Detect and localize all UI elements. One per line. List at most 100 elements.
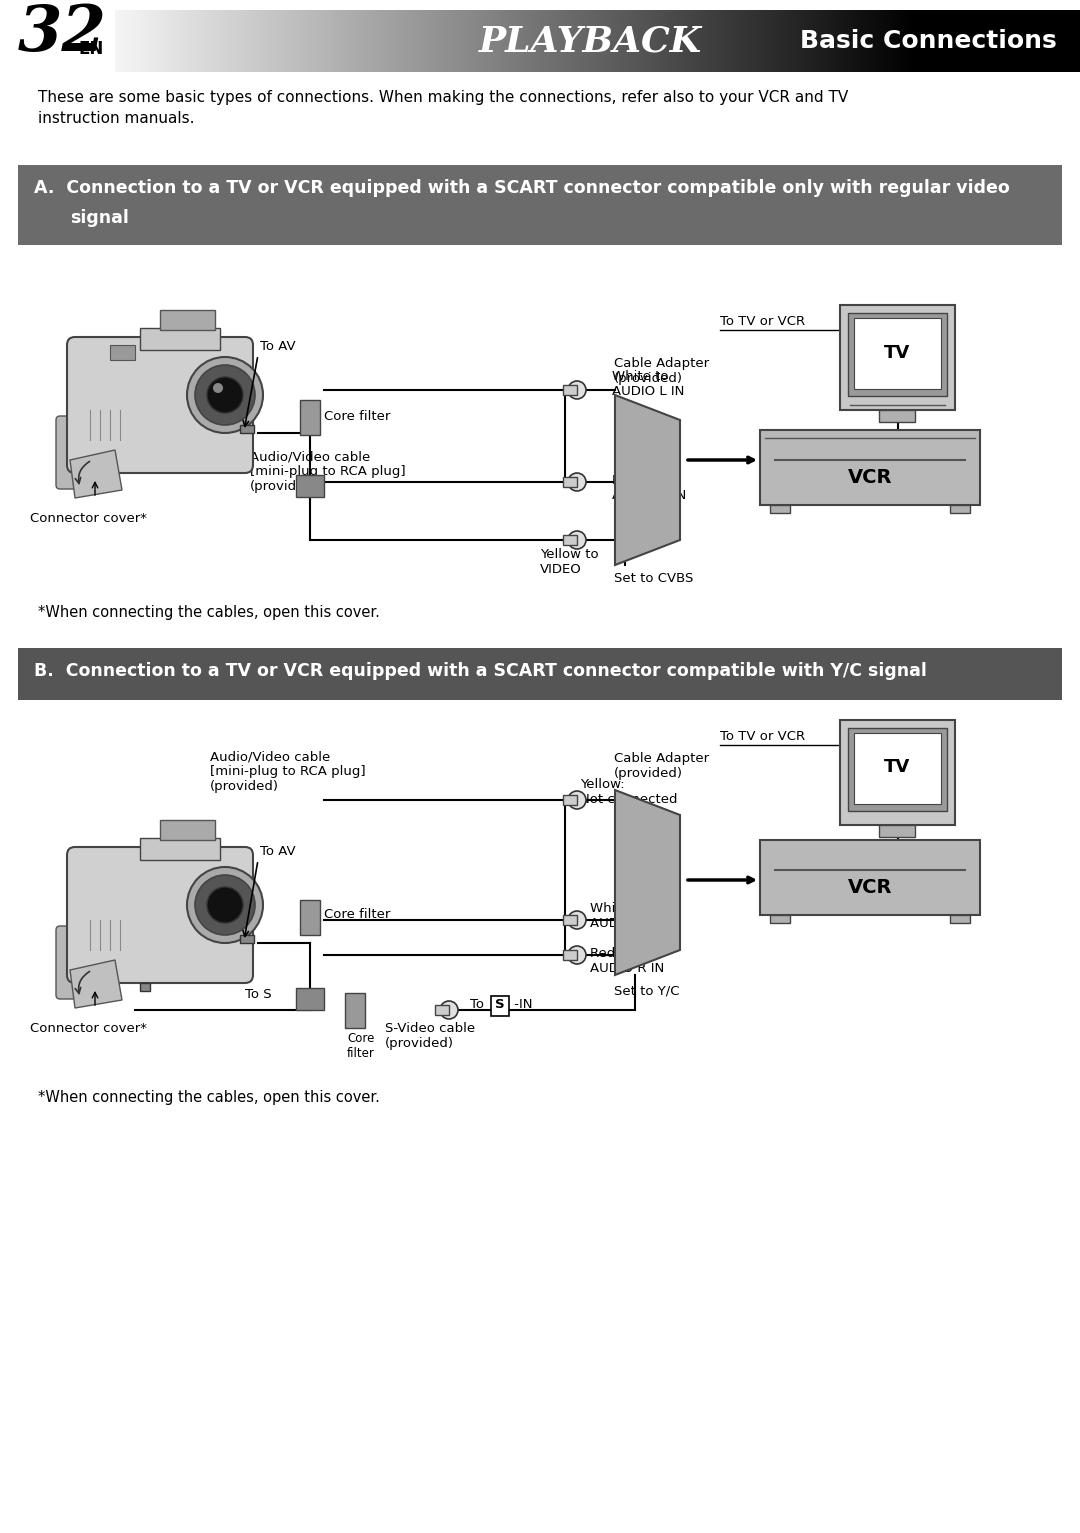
Bar (267, 11, 270, 72)
Bar (326, 11, 330, 72)
Bar (593, 11, 596, 72)
Bar (896, 11, 900, 72)
Bar (847, 11, 850, 72)
Bar (743, 11, 746, 72)
Bar (680, 11, 684, 72)
Bar (746, 11, 750, 72)
Bar (203, 11, 206, 72)
Bar (217, 11, 220, 72)
Text: These are some basic types of connections. When making the connections, refer al: These are some basic types of connection… (38, 90, 848, 126)
Text: To S: To S (245, 987, 272, 1001)
Bar (276, 11, 280, 72)
Bar (706, 11, 710, 72)
Bar (994, 11, 997, 72)
Bar (717, 11, 720, 72)
Bar (887, 11, 890, 72)
Bar (300, 400, 320, 435)
Circle shape (568, 382, 586, 399)
Bar (870, 11, 874, 72)
Bar (257, 11, 260, 72)
Bar (440, 11, 443, 72)
Bar (1024, 11, 1027, 72)
Bar (987, 11, 990, 72)
Bar (910, 11, 914, 72)
Text: EN: EN (78, 40, 104, 58)
Text: Core filter: Core filter (324, 908, 390, 921)
Bar (524, 11, 527, 72)
Bar (436, 11, 440, 72)
Bar (773, 11, 777, 72)
Circle shape (568, 791, 586, 809)
Text: Basic Connections: Basic Connections (800, 29, 1056, 54)
Bar (960, 11, 963, 72)
Bar (1020, 11, 1024, 72)
Bar (644, 11, 647, 72)
Bar (573, 11, 577, 72)
Text: PLAYBACK: PLAYBACK (478, 25, 702, 58)
Bar (193, 11, 197, 72)
Bar (556, 11, 561, 72)
Bar (137, 11, 140, 72)
Bar (334, 11, 337, 72)
Bar (370, 11, 374, 72)
Bar (527, 11, 530, 72)
Text: TV: TV (885, 343, 910, 362)
Bar (1037, 11, 1040, 72)
Bar (297, 11, 300, 72)
Circle shape (568, 474, 586, 491)
FancyBboxPatch shape (67, 848, 253, 983)
Bar (660, 11, 663, 72)
Bar (113, 11, 117, 72)
FancyBboxPatch shape (67, 337, 253, 474)
Bar (254, 11, 257, 72)
Bar (640, 11, 644, 72)
Bar (313, 11, 316, 72)
Bar (454, 11, 457, 72)
Bar (917, 11, 920, 72)
Bar (700, 11, 703, 72)
Text: White to
AUDIO L IN: White to AUDIO L IN (590, 901, 662, 931)
Circle shape (568, 911, 586, 929)
Text: -IN: -IN (510, 998, 532, 1010)
Bar (697, 11, 700, 72)
Bar (1040, 11, 1043, 72)
Bar (950, 915, 970, 923)
FancyBboxPatch shape (491, 996, 509, 1016)
Bar (80, 11, 83, 72)
Bar (816, 11, 820, 72)
Bar (580, 11, 583, 72)
Bar (360, 11, 363, 72)
Bar (947, 11, 950, 72)
Bar (490, 11, 494, 72)
Bar (866, 11, 870, 72)
Bar (184, 11, 187, 72)
Bar (220, 11, 224, 72)
Bar (476, 11, 480, 72)
Bar (831, 11, 834, 72)
Bar (693, 11, 697, 72)
Bar (420, 11, 423, 72)
Bar (564, 11, 567, 72)
Bar (760, 840, 980, 915)
Bar (170, 11, 173, 72)
Bar (970, 11, 973, 72)
Bar (497, 11, 500, 72)
Text: S: S (496, 998, 504, 1010)
Bar (807, 11, 810, 72)
Bar (797, 11, 800, 72)
Bar (737, 11, 740, 72)
Bar (280, 11, 283, 72)
Bar (140, 11, 144, 72)
Bar (1003, 11, 1007, 72)
Bar (0, 11, 114, 72)
Bar (467, 11, 470, 72)
Bar (516, 11, 519, 72)
Text: *When connecting the cables, open this cover.: *When connecting the cables, open this c… (38, 1090, 380, 1105)
Bar (877, 11, 880, 72)
Bar (954, 11, 957, 72)
Bar (770, 11, 773, 72)
Bar (834, 11, 837, 72)
Bar (120, 11, 123, 72)
Bar (294, 11, 297, 72)
Bar (463, 11, 467, 72)
